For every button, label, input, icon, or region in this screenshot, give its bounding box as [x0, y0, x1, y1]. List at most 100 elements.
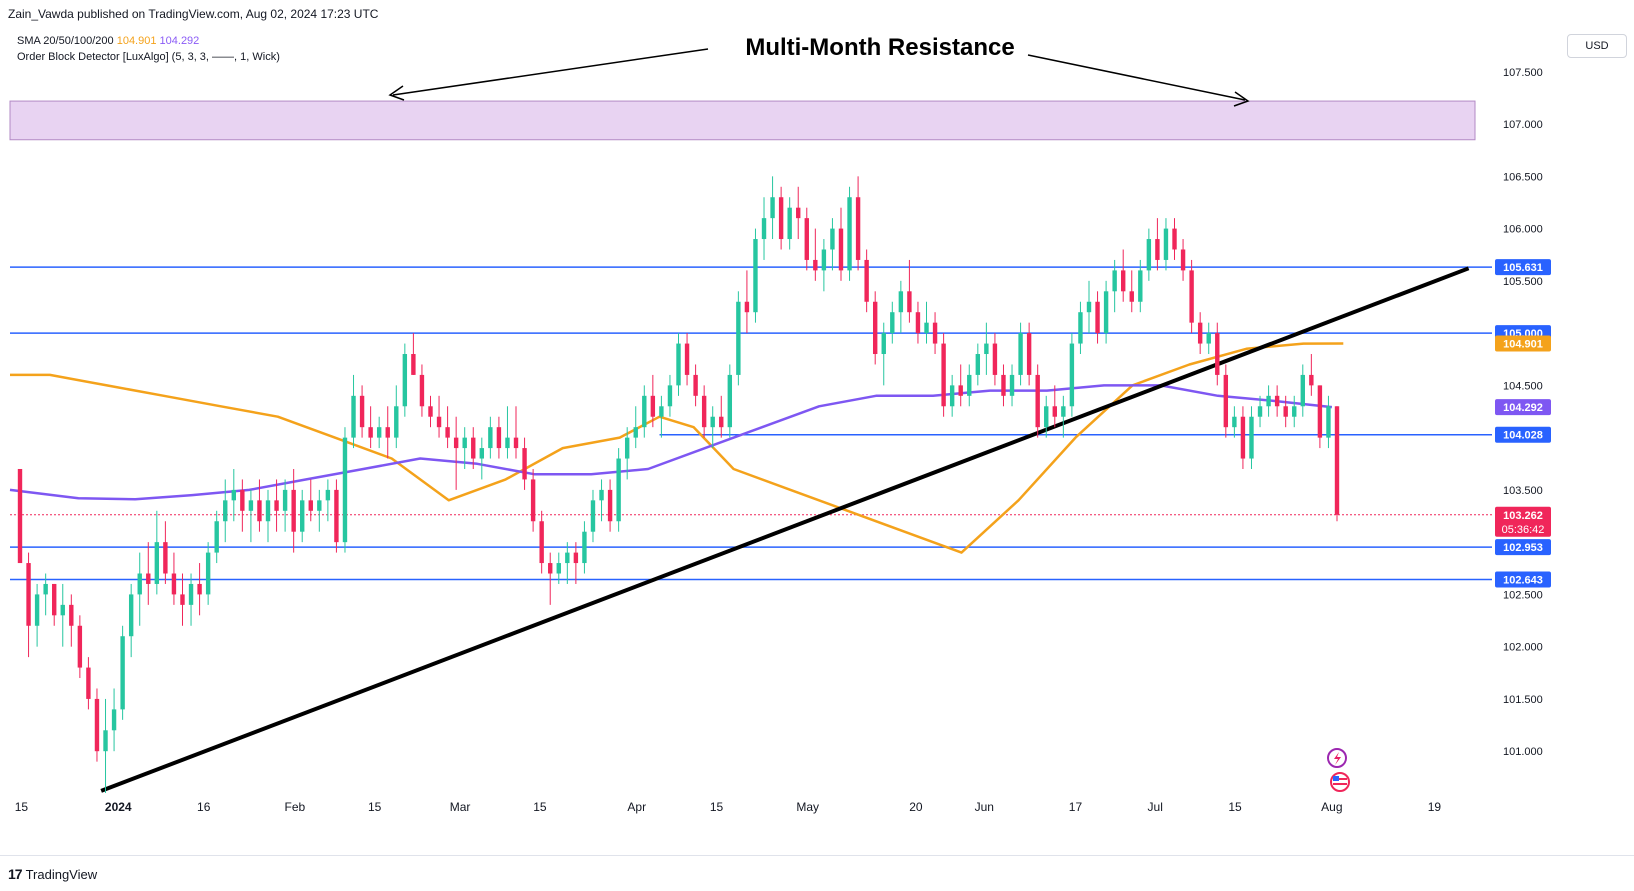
candle[interactable] — [548, 552, 553, 605]
candle[interactable] — [94, 688, 100, 762]
candle[interactable] — [282, 479, 288, 532]
candle[interactable] — [761, 197, 767, 260]
candle[interactable] — [804, 207, 809, 271]
candle[interactable] — [205, 542, 211, 605]
us-flag-event-icon[interactable] — [1330, 772, 1350, 792]
candle[interactable] — [1215, 322, 1220, 386]
candle[interactable] — [197, 563, 202, 616]
footer-brand[interactable]: TradingView — [25, 866, 98, 882]
level-price-tag[interactable] — [1495, 571, 1551, 588]
candle[interactable] — [898, 280, 904, 334]
sma-orange-line[interactable] — [10, 342, 1344, 554]
candle[interactable] — [436, 395, 442, 438]
candle[interactable] — [496, 416, 502, 459]
candle[interactable] — [967, 364, 972, 407]
candle[interactable] — [1292, 395, 1297, 428]
candle[interactable] — [778, 186, 784, 250]
candle[interactable] — [351, 374, 356, 449]
candle[interactable] — [154, 510, 160, 595]
candle[interactable] — [1155, 218, 1160, 271]
candle[interactable] — [171, 552, 177, 605]
candle[interactable] — [556, 552, 561, 584]
candle[interactable] — [359, 385, 365, 438]
level-price-tag[interactable] — [1495, 426, 1551, 443]
candle[interactable] — [111, 688, 117, 752]
candle[interactable] — [128, 583, 134, 658]
candle[interactable] — [1086, 280, 1092, 334]
candle[interactable] — [257, 479, 262, 532]
candle[interactable] — [1001, 364, 1006, 407]
candle[interactable] — [214, 510, 219, 564]
candle[interactable] — [43, 573, 48, 616]
candle[interactable] — [1206, 322, 1211, 355]
candle[interactable] — [240, 479, 245, 532]
candle[interactable] — [471, 427, 476, 469]
candle[interactable] — [1103, 280, 1109, 344]
candle[interactable] — [411, 333, 416, 375]
candle[interactable] — [265, 489, 271, 543]
candle[interactable] — [1018, 322, 1023, 386]
candle[interactable] — [1266, 385, 1271, 417]
candle[interactable] — [385, 406, 390, 459]
candle[interactable] — [676, 333, 681, 396]
candle[interactable] — [1129, 270, 1134, 313]
candle[interactable] — [821, 239, 827, 292]
candle[interactable] — [146, 542, 151, 605]
candle[interactable] — [334, 479, 339, 553]
candle[interactable] — [1180, 239, 1186, 281]
candle[interactable] — [975, 343, 981, 386]
level-price-tag[interactable] — [1495, 259, 1551, 276]
candle[interactable] — [847, 186, 852, 281]
candle[interactable] — [1163, 218, 1169, 271]
candle[interactable] — [1274, 385, 1280, 417]
candle[interactable] — [770, 176, 775, 240]
candle[interactable] — [582, 521, 587, 574]
candle[interactable] — [342, 427, 348, 553]
candle[interactable] — [796, 186, 801, 240]
candle[interactable] — [402, 343, 408, 417]
candle[interactable] — [445, 406, 450, 449]
candle[interactable] — [565, 542, 570, 584]
sma-purple-line[interactable] — [9, 384, 1333, 501]
candle[interactable] — [1309, 354, 1314, 396]
candle[interactable] — [419, 364, 425, 417]
candle[interactable] — [830, 218, 835, 271]
candle[interactable] — [736, 291, 741, 386]
candle[interactable] — [479, 437, 485, 480]
candle[interactable] — [522, 437, 527, 490]
candle[interactable] — [462, 427, 467, 469]
candle[interactable] — [1035, 364, 1040, 438]
candle[interactable] — [941, 333, 946, 417]
candle[interactable] — [317, 489, 322, 532]
ascending-trendline[interactable] — [100, 266, 1470, 793]
candle[interactable] — [274, 479, 279, 532]
candle[interactable] — [103, 698, 108, 793]
candle[interactable] — [881, 322, 886, 386]
candle[interactable] — [428, 395, 433, 428]
indicator-price-tag[interactable] — [1495, 399, 1551, 416]
candle[interactable] — [684, 333, 690, 386]
candle[interactable] — [838, 207, 844, 281]
candle[interactable] — [1061, 395, 1066, 438]
candle[interactable] — [872, 291, 878, 365]
resistance-zone[interactable] — [9, 100, 1476, 141]
candle[interactable] — [291, 468, 296, 553]
candle[interactable] — [1197, 312, 1203, 355]
candle[interactable] — [667, 374, 673, 417]
candle[interactable] — [855, 176, 861, 271]
candle[interactable] — [1112, 259, 1117, 313]
candle[interactable] — [590, 489, 596, 543]
candle[interactable] — [744, 270, 750, 334]
indicator-price-tag[interactable] — [1495, 335, 1551, 352]
candle[interactable] — [616, 448, 621, 532]
candle[interactable] — [308, 479, 313, 522]
candle[interactable] — [1069, 333, 1075, 417]
candle[interactable] — [573, 542, 579, 584]
order-block-legend-row[interactable]: Order Block Detector [LuxAlgo] (5, 3, 3,… — [17, 51, 280, 63]
candle[interactable] — [890, 301, 895, 344]
candle[interactable] — [394, 385, 399, 449]
candle[interactable] — [539, 510, 544, 574]
candle[interactable] — [958, 364, 963, 407]
candle[interactable] — [77, 615, 83, 679]
